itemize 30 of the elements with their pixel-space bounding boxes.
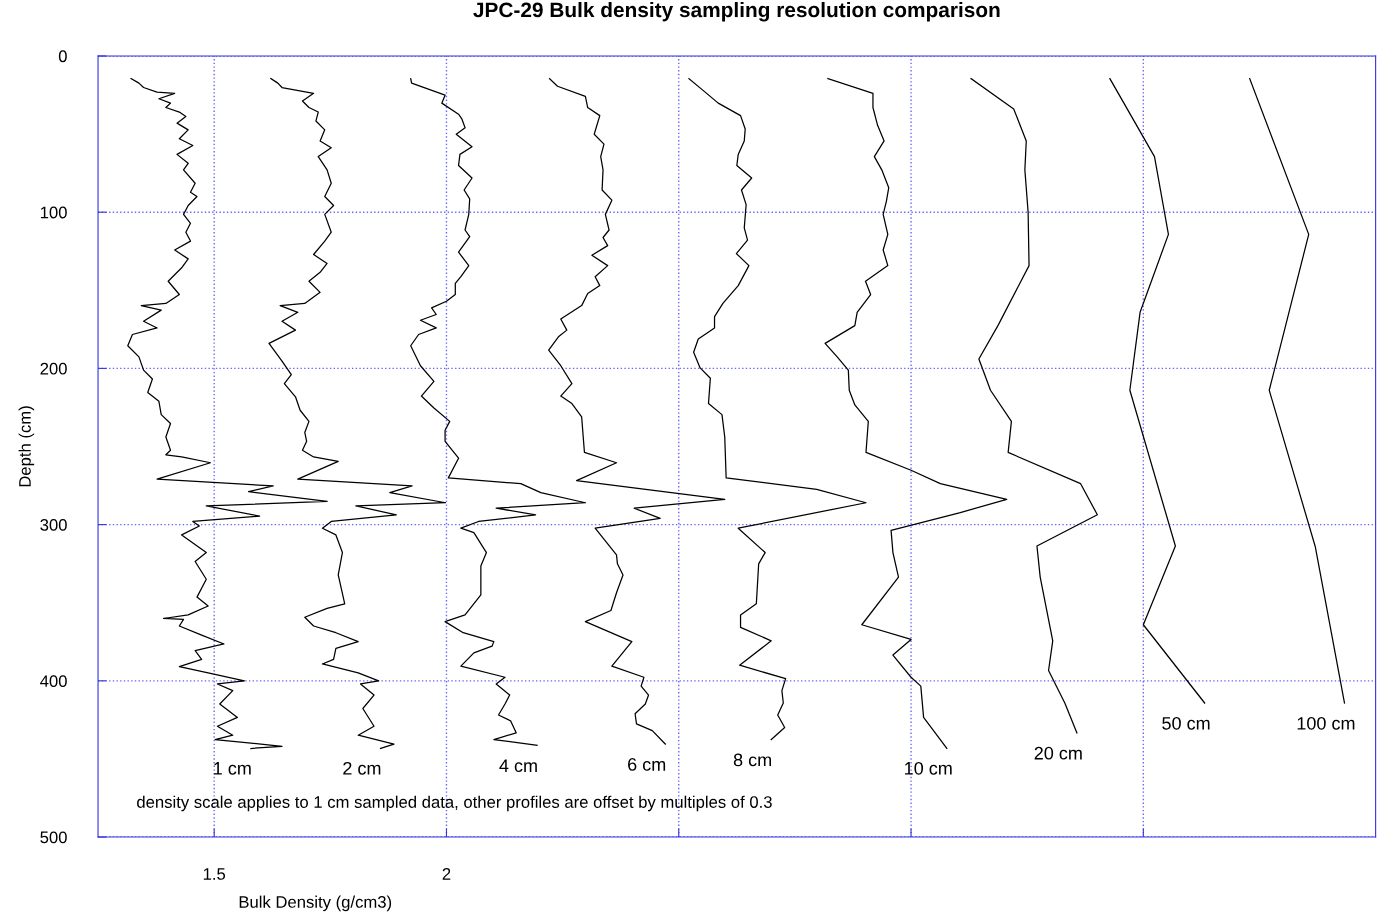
series-label: 1 cm bbox=[214, 762, 251, 775]
y-tick-label: 200 bbox=[40, 362, 67, 375]
x-axis-title: Bulk Density (g/cm3) bbox=[239, 895, 392, 912]
line-series bbox=[410, 77, 587, 746]
series-label: 2 cm bbox=[343, 761, 381, 775]
line-series bbox=[970, 77, 1098, 734]
series-label: 20 cm bbox=[1034, 746, 1082, 760]
y-tick-label: 400 bbox=[40, 675, 67, 688]
line-series bbox=[688, 77, 867, 741]
x-tick-label: 1.5 bbox=[203, 868, 226, 880]
line-series bbox=[824, 77, 1008, 750]
series-label: 100 cm bbox=[1297, 716, 1355, 730]
series-label: 50 cm bbox=[1162, 716, 1210, 730]
line-series bbox=[1249, 77, 1346, 704]
y-axis-title: Depth (cm) bbox=[18, 406, 35, 487]
annotation: density scale applies to 1 cm sampled data, other profiles are offset by multiples of 0.3 bbox=[137, 795, 772, 812]
series-label: 10 cm bbox=[905, 761, 952, 775]
series-label: 4 cm bbox=[499, 759, 537, 773]
series-label: 8 cm bbox=[733, 753, 771, 767]
y-tick-label: 500 bbox=[40, 831, 67, 844]
y-tick-label: 300 bbox=[40, 519, 67, 531]
y-tick-label: 100 bbox=[40, 206, 67, 219]
chart-title: JPC-29 Bulk density sampling resolution comparison bbox=[473, 1, 1000, 22]
x-tick-label: 2 bbox=[442, 868, 451, 880]
line-series bbox=[268, 77, 447, 750]
line-series bbox=[548, 77, 726, 745]
series-label: 6 cm bbox=[628, 758, 666, 771]
y-tick-label: 0 bbox=[58, 50, 67, 63]
line-series bbox=[1109, 77, 1206, 704]
line-series bbox=[127, 77, 328, 750]
